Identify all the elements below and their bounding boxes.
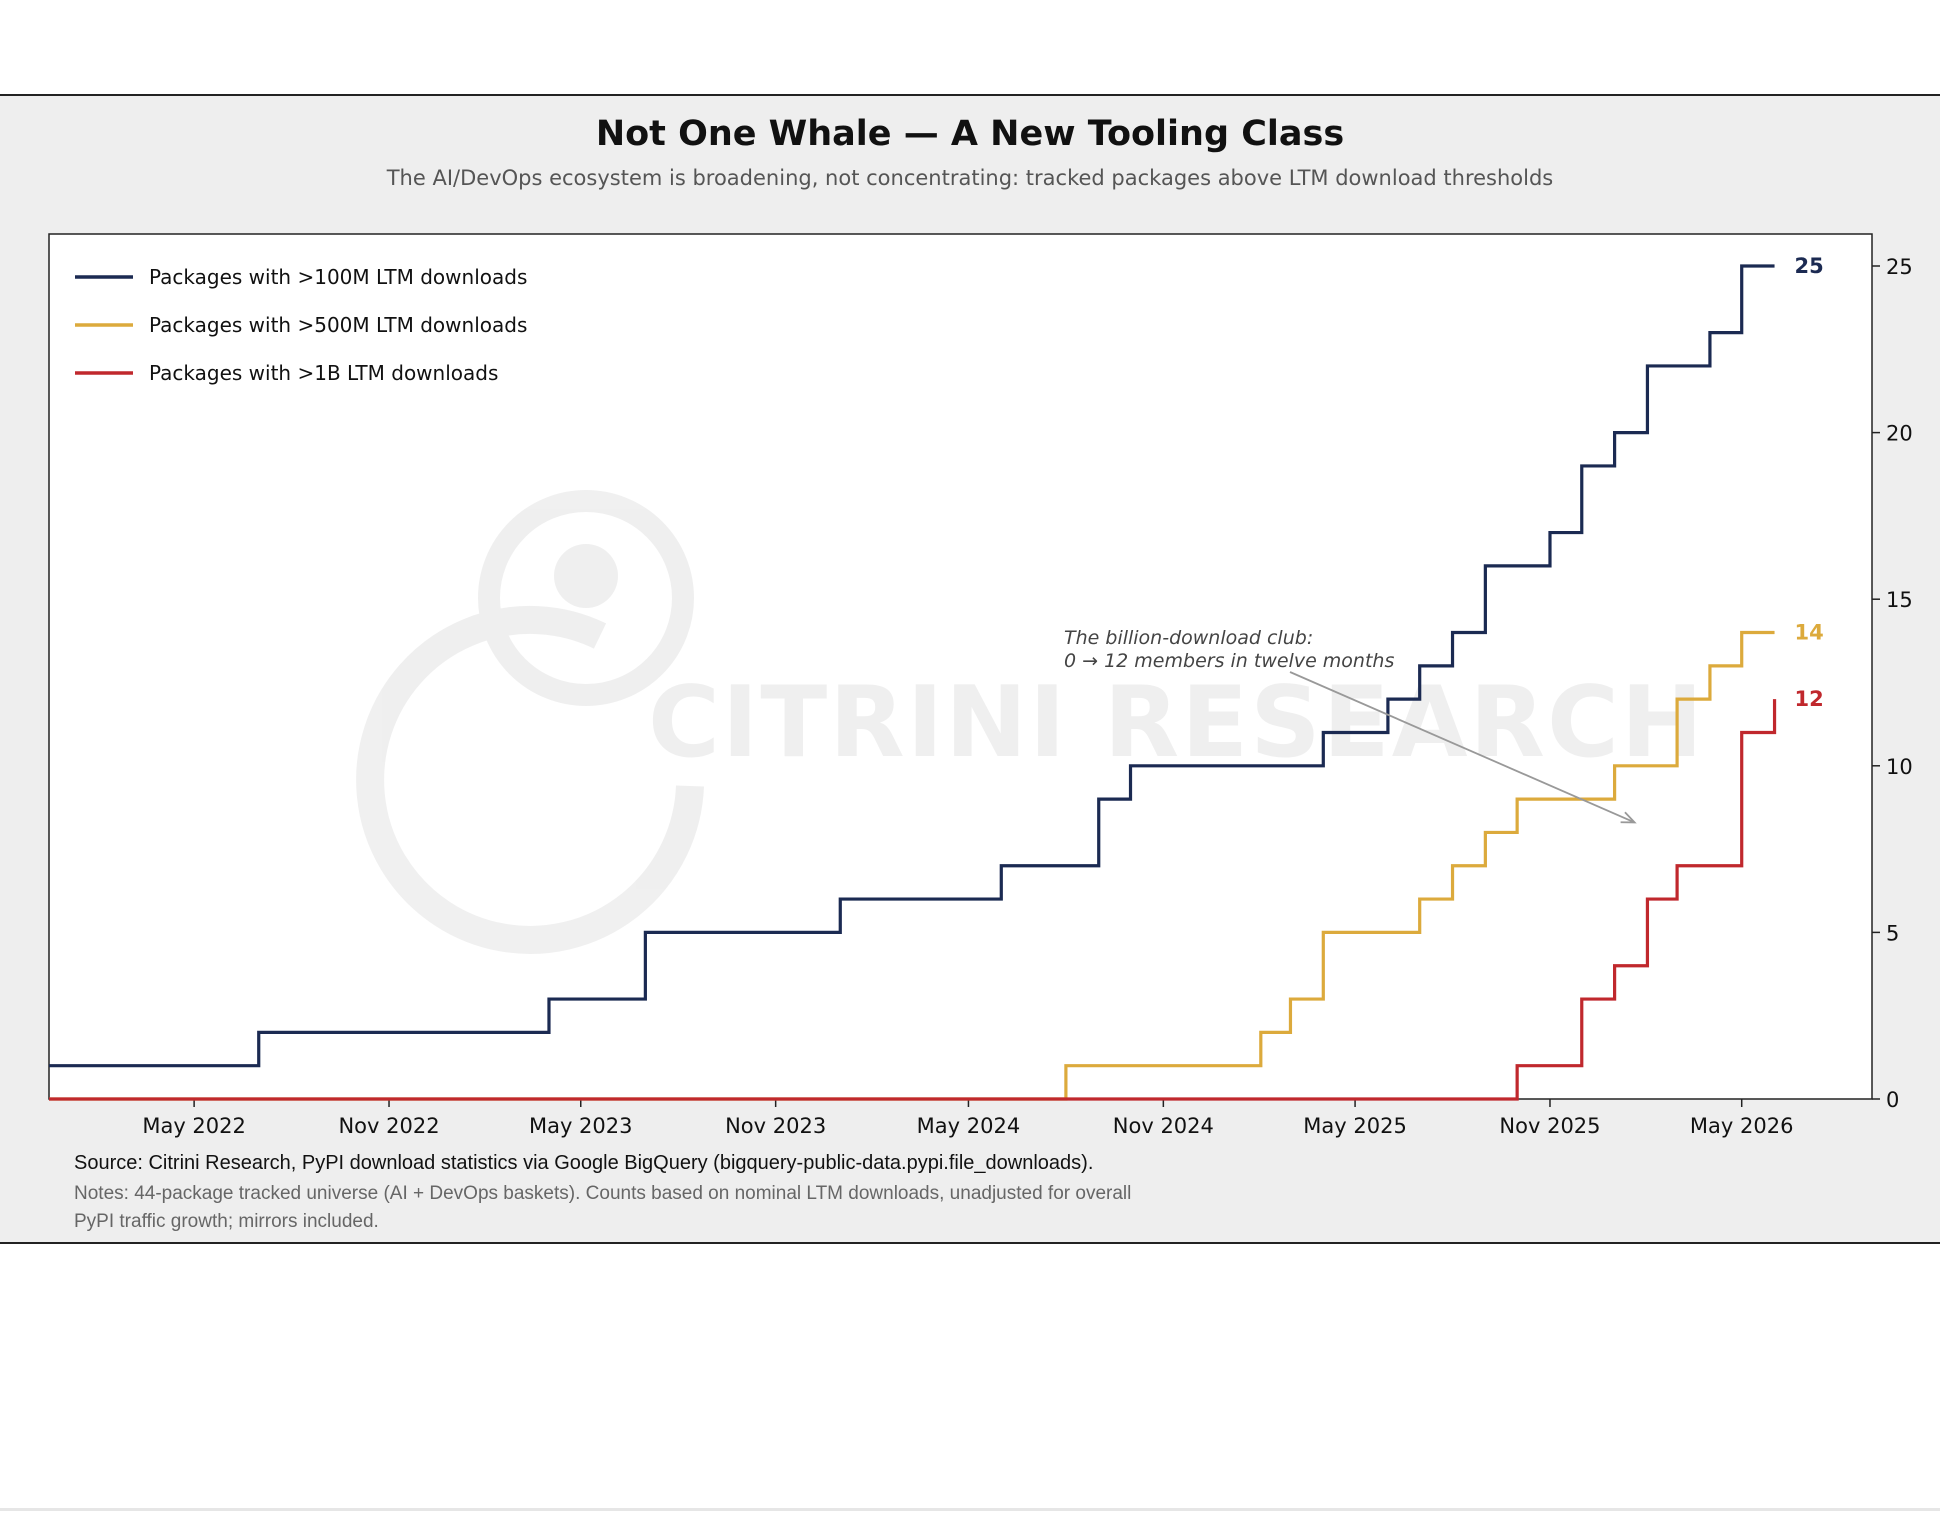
x-tick-label: May 2024 bbox=[917, 1114, 1021, 1138]
series-end-label-3: 12 bbox=[1795, 687, 1824, 711]
series-line-1 bbox=[49, 264, 1775, 1068]
x-tick-label: May 2022 bbox=[142, 1114, 246, 1138]
chart-title: Not One Whale — A New Tooling Class bbox=[595, 114, 1345, 154]
series-end-label-1: 25 bbox=[1795, 254, 1824, 278]
x-tick-label: Nov 2023 bbox=[725, 1114, 826, 1138]
series-end-label-2: 14 bbox=[1795, 621, 1824, 645]
chart-panel: Not One Whale — A New Tooling Class The … bbox=[0, 94, 1940, 1244]
y-tick-label: 15 bbox=[1886, 588, 1913, 612]
notes: Notes: 44-package tracked universe (AI +… bbox=[74, 1180, 1374, 1236]
watermark-head bbox=[554, 544, 618, 608]
chart-svg: CITRINI RESEARCH 0 5 10 15 20 25 May 2022 Nov 20… bbox=[48, 233, 1913, 1138]
watermark-swoosh bbox=[356, 605, 704, 954]
annotation-arrow bbox=[1289, 671, 1635, 824]
x-tick-label: Nov 2025 bbox=[1499, 1114, 1600, 1138]
x-tick-label: Nov 2022 bbox=[338, 1114, 439, 1138]
y-tick-label: 25 bbox=[1886, 255, 1913, 279]
x-tick-label: May 2026 bbox=[1690, 1114, 1794, 1138]
legend-label-1: Packages with >100M LTM downloads bbox=[149, 265, 527, 289]
watermark: CITRINI RESEARCH bbox=[356, 490, 1705, 954]
y-tick-label: 10 bbox=[1886, 755, 1913, 779]
series-line-3 bbox=[49, 699, 1777, 1101]
legend-label-3: Packages with >1B LTM downloads bbox=[149, 361, 498, 385]
y-tick-label: 0 bbox=[1886, 1088, 1899, 1112]
series-line-2 bbox=[49, 630, 1775, 1101]
annotation-line-2: 0 → 12 members in twelve months bbox=[1064, 650, 1394, 672]
x-tick-label: May 2023 bbox=[529, 1114, 633, 1138]
annotation-arrowhead bbox=[1620, 811, 1637, 824]
notes-line-1: Notes: 44-package tracked universe (AI +… bbox=[74, 1183, 1132, 1204]
watermark-text: CITRINI RESEARCH bbox=[648, 666, 1705, 780]
watermark-ring bbox=[478, 490, 694, 706]
chart-subtitle: The AI/DevOps ecosystem is broadening, n… bbox=[386, 166, 1554, 190]
legend-label-2: Packages with >500M LTM downloads bbox=[149, 313, 527, 337]
source-note: Source: Citrini Research, PyPI download … bbox=[74, 1152, 1094, 1174]
plot-area bbox=[48, 233, 1873, 1100]
bottom-rule bbox=[0, 1508, 1940, 1511]
notes-line-2: PyPI traffic growth; mirrors included. bbox=[74, 1211, 379, 1232]
annotation-line-1: The billion-download club: bbox=[1064, 627, 1313, 649]
x-tick-label: Nov 2024 bbox=[1113, 1114, 1214, 1138]
y-tick-label: 5 bbox=[1886, 921, 1899, 945]
y-tick-label: 20 bbox=[1886, 422, 1913, 446]
x-tick-label: May 2025 bbox=[1303, 1114, 1407, 1138]
